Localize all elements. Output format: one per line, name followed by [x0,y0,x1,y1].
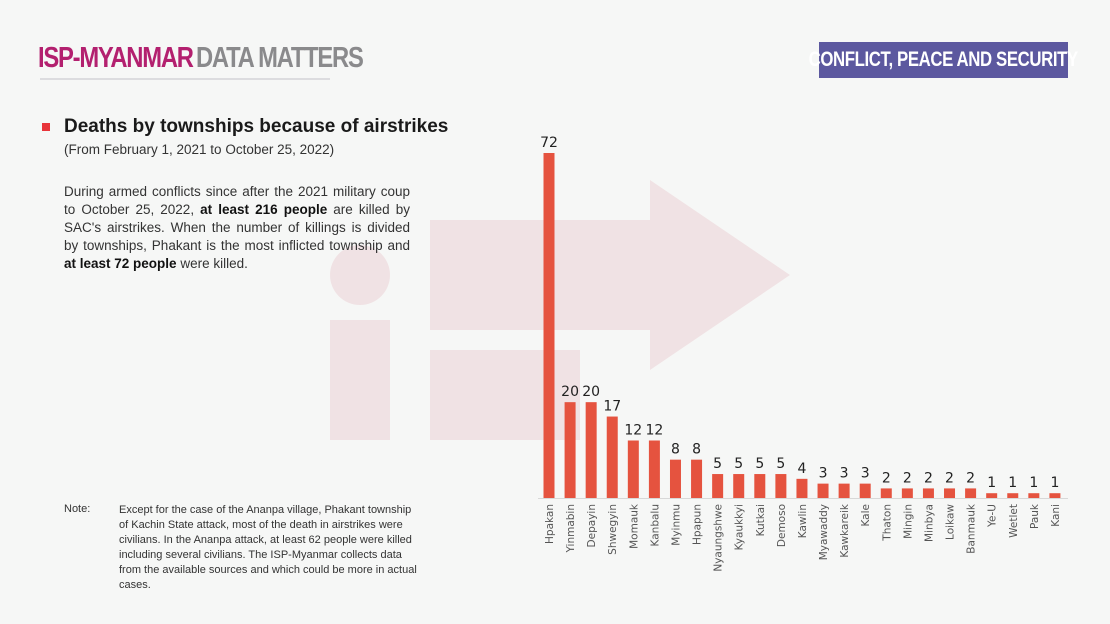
data-label: 2 [924,470,933,486]
desc-text: During armed conflicts since after the 2… [64,184,410,217]
x-tick-label: Nyaungshwe [713,504,725,572]
x-tick-label: Kanbalu [649,504,661,546]
data-label: 8 [671,442,680,458]
data-label: 2 [945,470,954,486]
data-label: 3 [840,466,849,482]
data-label: 4 [797,461,806,477]
note-text: Except for the case of the Ananpa villag… [119,504,417,591]
x-tick-label: Pauk [1029,503,1041,529]
data-label: 12 [624,423,642,439]
bar-demoso [775,474,787,498]
x-tick-label: Shwegyin [607,504,619,555]
x-tick-label: Kale [860,504,872,527]
x-tick-label: Myinmu [670,504,682,546]
bar-depayin [585,402,597,498]
section-badge-label: CONFLICT, PEACE AND SECURITY [808,48,1079,71]
x-tick-label: Momauk [628,503,640,549]
bar-kawlin [796,478,808,498]
data-label: 2 [966,470,975,486]
desc-text: were killed. [176,256,248,271]
bar-momauk [627,440,639,498]
x-tick-label: Mingin [902,504,914,539]
data-label: 1 [1029,475,1038,491]
x-tick-label: Kyaukkyi [734,504,746,550]
desc-text: are killed by SAC's airstrikes. When the… [64,202,410,253]
bar-pauk [1028,493,1040,498]
logo-secondary: DATA MATTERS [195,42,364,74]
section-badge: CONFLICT, PEACE AND SECURITY [809,42,1078,78]
data-label: 1 [1050,475,1059,491]
data-label: 17 [603,399,621,415]
data-label: 20 [582,384,600,400]
description: During armed conflicts since after the 2… [64,183,410,273]
data-label: 3 [861,466,870,482]
data-label: 72 [540,135,558,151]
bar-kanbalu [648,440,660,498]
isp-logo: ISP-MYANMAR DATA MATTERS [38,42,364,75]
bar-kani [1049,493,1061,498]
bar-ye-u [986,493,998,498]
data-label: 3 [819,466,828,482]
x-tick-label: Kawlin [797,504,809,538]
bar-kutkai [754,474,766,498]
x-tick-label: Demoso [776,504,788,547]
data-label: 5 [734,456,743,472]
data-label: 1 [987,475,996,491]
chart-subtitle: (From February 1, 2021 to October 25, 20… [64,142,335,157]
x-tick-label: Wetlet [1008,504,1020,538]
x-tick-label: Yinmabin [565,504,577,554]
x-tick-label: Thaton [881,504,893,542]
note-label: Note: [64,503,91,515]
desc-highlight: at least 72 people [64,256,177,271]
bar-shwegyin [606,416,618,498]
bar-banmauk [965,488,977,498]
bar-mingin [901,488,913,498]
bar-kawkareik [838,483,850,498]
logo-primary: ISP-MYANMAR [38,42,194,74]
bullet-icon [42,123,50,131]
bar-myawaddy [817,483,829,498]
x-tick-label: Hpakan [544,504,556,544]
x-tick-label: Kutkai [755,504,767,536]
bar-thaton [880,488,892,498]
x-tick-label: Kawkareik [839,503,851,558]
x-tick-label: Banmauk [966,503,978,554]
bar-minbya [922,488,934,498]
x-tick-label: Kani [1050,504,1062,527]
desc-highlight: at least 216 people [200,202,328,217]
data-label: 2 [903,470,912,486]
data-label: 20 [561,384,579,400]
header-divider [40,78,330,80]
x-tick-label: Myawaddy [818,504,830,560]
bar-hpakan [543,153,555,498]
bar-kyaukkyi [733,474,745,498]
data-label: 5 [713,456,722,472]
x-tick-label: Loikaw [945,504,957,540]
data-label: 5 [776,456,785,472]
bar-hpapun [691,459,703,498]
data-label: 12 [645,423,663,439]
bar-yinmabin [564,402,576,498]
bar-loikaw [944,488,956,498]
data-label: 5 [755,456,764,472]
bar-kale [859,483,871,498]
data-label: 1 [1008,475,1017,491]
chart-title: Deaths by townships because of airstrike… [64,116,449,137]
bar-myinmu [669,459,681,498]
data-label: 8 [692,442,701,458]
x-tick-label: Ye-U [987,504,999,528]
x-tick-label: Depayin [586,504,598,547]
bar-nyaungshwe [712,474,724,498]
x-tick-label: Minbya [923,504,935,542]
x-tick-label: Hpapun [692,504,704,545]
isp-watermark [320,180,800,445]
data-label: 2 [882,470,891,486]
bar-wetlet [1007,493,1019,498]
